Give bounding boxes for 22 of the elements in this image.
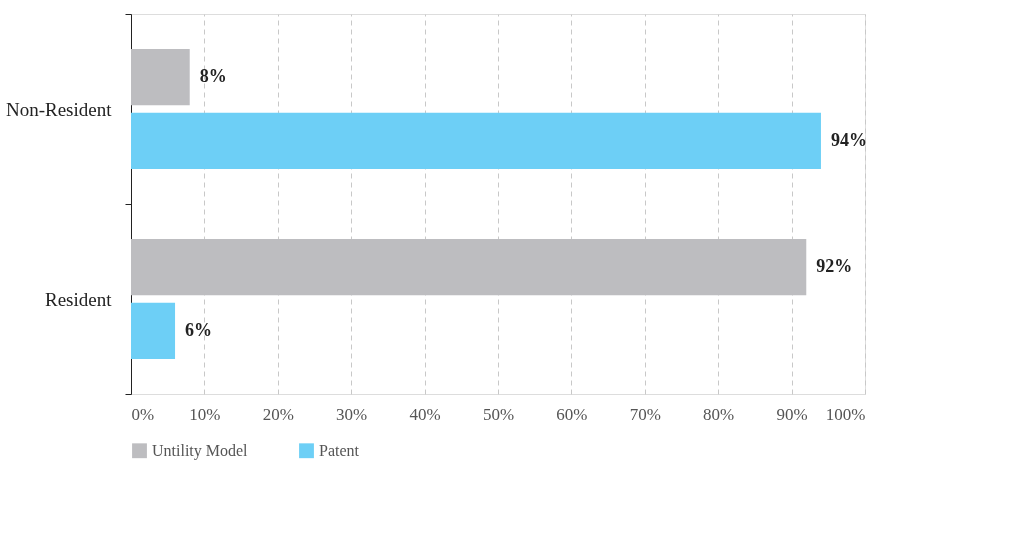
x-tick-label: 0% <box>131 404 155 424</box>
x-tick-label: 90% <box>776 404 808 424</box>
x-tick-label: 10% <box>189 404 221 424</box>
x-tick-label: 20% <box>262 404 294 424</box>
bar <box>131 302 176 359</box>
data-label: 94% <box>830 129 867 150</box>
y-tick-label: Non-Resident <box>5 98 113 120</box>
bar <box>131 112 821 169</box>
bar <box>131 49 190 106</box>
x-tick-label: 60% <box>556 404 588 424</box>
legend-label: Untility Model <box>152 441 249 460</box>
legend-label: Patent <box>319 441 360 459</box>
x-tick-label: 100% <box>825 404 866 424</box>
x-tick-label: 30% <box>336 404 368 424</box>
x-tick-label: 80% <box>703 404 735 424</box>
x-tick-label: 70% <box>629 404 661 424</box>
x-tick-label: 50% <box>482 404 515 424</box>
x-tick-label: 40% <box>409 404 441 424</box>
y-tick-label: Resident <box>45 288 113 310</box>
data-label: 6% <box>185 319 213 340</box>
data-label: 8% <box>199 66 227 87</box>
data-label: 92% <box>816 256 853 277</box>
